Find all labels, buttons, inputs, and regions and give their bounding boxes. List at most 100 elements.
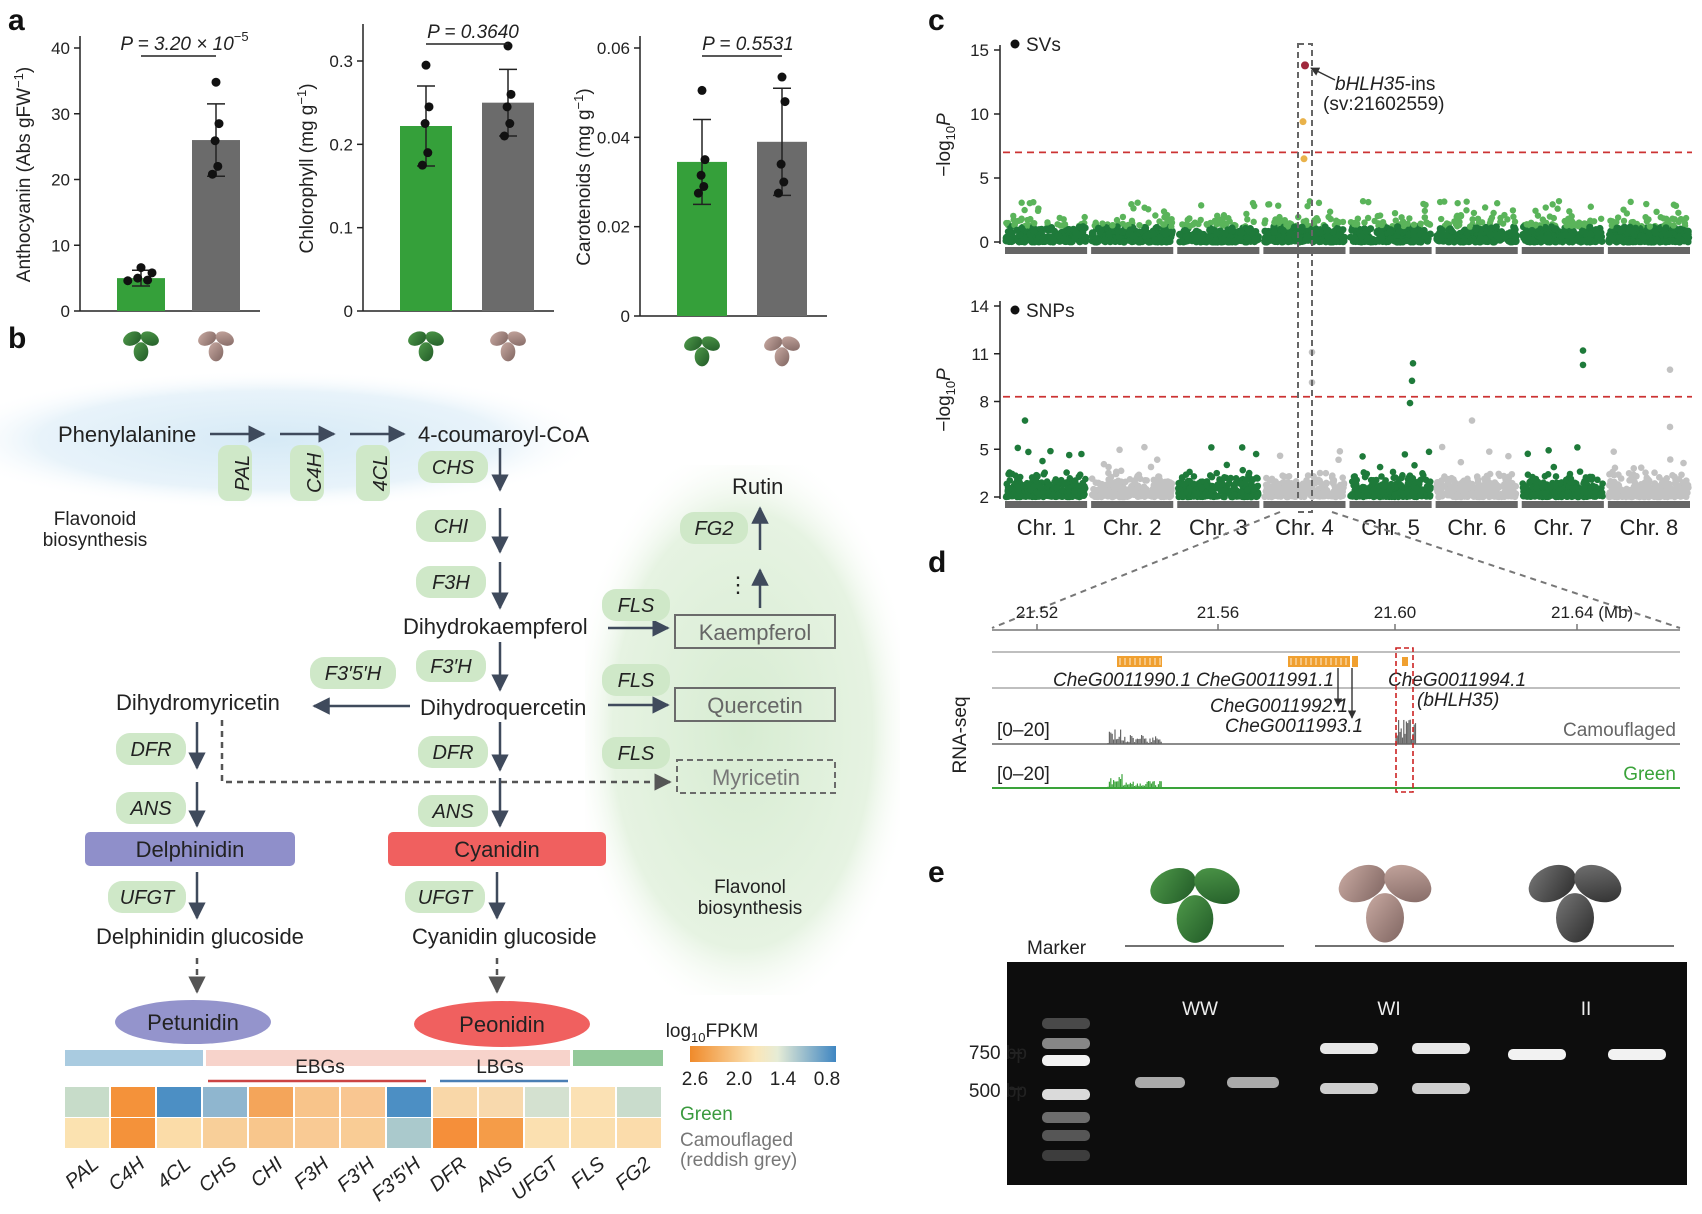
enzyme-f3h: F3H (432, 572, 470, 594)
enzyme-fls-1: FLS (618, 595, 655, 617)
snp-point (1198, 484, 1205, 492)
snp-point (1132, 480, 1139, 488)
snp-point (1483, 472, 1491, 480)
snp-point (1425, 448, 1433, 456)
sv-point (1315, 199, 1323, 207)
sv-point (1099, 220, 1106, 227)
data-point-chlorophyll (499, 131, 509, 141)
snp-point (1678, 471, 1685, 479)
sv-point (1421, 232, 1429, 240)
ylabel-main: Chlorophyll (mg g (297, 105, 318, 254)
sv-point (1156, 218, 1163, 225)
snp-outlier-point (1409, 360, 1417, 367)
snp-point (1106, 476, 1114, 484)
sv-point (1144, 231, 1152, 239)
sv-y-axis-label: −log10P (934, 113, 958, 177)
zoom-line-left (991, 511, 1281, 629)
data-point-chlorophyll (505, 119, 515, 128)
heatmap-cell-green (617, 1087, 661, 1117)
gene-label-g1: CheG0011990.1 (1053, 670, 1191, 691)
snp-point (1451, 479, 1459, 486)
snp-point (1542, 490, 1549, 497)
ylabel-end: P (934, 113, 955, 126)
snp-point (1166, 479, 1174, 487)
enzyme-f3prime5prime-h: F3′5′H (325, 663, 382, 685)
sv-point (1528, 226, 1536, 235)
snp-point (1594, 476, 1601, 484)
snp-point (1034, 490, 1042, 497)
ylabel-end: ) (297, 83, 318, 89)
data-point-anthocyanin (143, 275, 153, 285)
snp-point (1564, 493, 1571, 501)
chromosome-label: Chr. 4 (1275, 515, 1334, 540)
snp-point (1037, 484, 1045, 491)
snp-point (1348, 493, 1356, 500)
delphinidin-box (85, 832, 295, 866)
pill-pal-bg (218, 445, 252, 501)
panel-letter-d: d (928, 546, 946, 579)
sv-point (1417, 220, 1424, 227)
sv-point (1651, 228, 1659, 236)
sv-point (1614, 214, 1622, 221)
data-point-carotenoids (776, 159, 786, 169)
panel-letter-c: c (928, 4, 945, 37)
sv-point (1563, 222, 1570, 229)
sv-point (1018, 224, 1026, 232)
sv-point (1359, 198, 1367, 205)
snp-point (1474, 476, 1482, 483)
sv-point (1249, 199, 1257, 207)
snp-point (1283, 493, 1290, 501)
compound-kaempferol: Kaempferol (699, 620, 812, 645)
pill-fls2-bg (602, 664, 670, 696)
camouflaged-seedling-icon (487, 328, 529, 362)
snp-point (1582, 474, 1590, 481)
enzyme-ufgt-2: UFGT (418, 887, 474, 909)
sv-point (1528, 236, 1536, 244)
camouflaged-seedling-icon (761, 333, 803, 367)
sv-point (1244, 225, 1252, 233)
snp-point (1495, 470, 1502, 478)
snp-point (1533, 484, 1540, 492)
sv-point (1184, 235, 1192, 244)
snp-point (1400, 490, 1407, 498)
sv-point (1302, 217, 1310, 225)
snp-point (1318, 491, 1325, 499)
snp-point (1063, 469, 1070, 476)
sv-point (1010, 212, 1017, 220)
snp-point (1049, 491, 1057, 499)
sv-chromosome-bar (1177, 247, 1260, 254)
sv-point (1386, 228, 1394, 236)
snp-point (1128, 491, 1136, 498)
snp-y-tick-label: 8 (980, 393, 989, 412)
sv-point (1295, 235, 1303, 243)
sv-y-tick-label: 10 (970, 105, 989, 124)
sv-point (1608, 222, 1616, 229)
snp-point (1574, 488, 1582, 496)
snp-point (1411, 461, 1418, 469)
sv-point (1189, 221, 1197, 228)
snp-point (1045, 480, 1053, 488)
pill-f3ph-bg (416, 650, 486, 682)
snp-point (1613, 487, 1621, 495)
snp-point (1395, 476, 1403, 483)
snp-point (1081, 485, 1089, 492)
sv-point (1623, 210, 1631, 217)
snp-point (1153, 478, 1161, 486)
ww-band-500 (1135, 1077, 1185, 1088)
snp-point (1117, 478, 1125, 485)
enzyme-ans-1: ANS (129, 798, 172, 820)
sv-point (1566, 231, 1574, 240)
sv-point (1163, 211, 1171, 219)
sv-point (1030, 227, 1038, 235)
heatmap-gene-label: CHS (195, 1153, 242, 1197)
sv-point (1623, 238, 1632, 246)
sv-point (1312, 229, 1320, 237)
snp-point (1288, 489, 1295, 497)
heatmap-cell-camouflaged (111, 1118, 155, 1148)
compound-delphinidin-glucoside: Delphinidin glucoside (96, 924, 304, 949)
sv-point (1456, 218, 1463, 226)
sv-point (1410, 227, 1418, 235)
snp-point (1025, 448, 1032, 456)
bp-label-500: 500 bp (969, 1081, 1027, 1102)
